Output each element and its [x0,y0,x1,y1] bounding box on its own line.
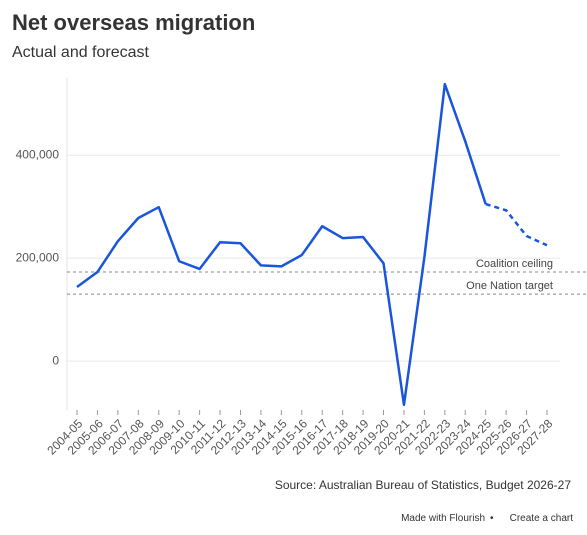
source: Source: Australian Bureau of Statistics,… [275,478,572,492]
forecast-line [485,202,548,247]
reference-label: One Nation target [466,280,553,292]
footer-link[interactable]: Create a chart [510,513,574,524]
chart-title: Net overseas migration [12,10,255,35]
actual-line [76,82,487,407]
reference-label: Coalition ceiling [476,258,553,270]
y-tick-label: 400,000 [16,147,60,161]
footer-link[interactable]: Made with Flourish [401,513,485,524]
y-tick-label: 0 [52,353,59,367]
y-tick-label: 200,000 [16,250,60,264]
footer-separator: • [490,513,494,524]
chart-subtitle: Actual and forecast [12,44,150,61]
